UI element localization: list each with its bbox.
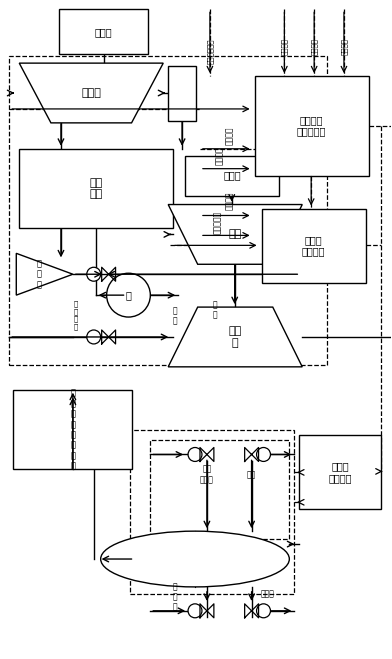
Bar <box>261 208 366 283</box>
Text: 凝
汽
器: 凝 汽 器 <box>36 260 42 289</box>
Text: 动力岛
子控制器: 动力岛 子控制器 <box>302 235 325 256</box>
Text: 模拟
石灰石: 模拟 石灰石 <box>200 465 214 484</box>
Text: 外部负荷指令: 外部负荷指令 <box>207 38 213 64</box>
Bar <box>168 66 196 121</box>
Text: 机前压力: 机前压力 <box>225 191 234 210</box>
Text: 能量平衡
协调控制器: 能量平衡 协调控制器 <box>297 115 327 136</box>
Bar <box>19 149 173 229</box>
Text: 排渣: 排渣 <box>247 470 256 479</box>
Circle shape <box>87 268 101 281</box>
Polygon shape <box>19 63 163 123</box>
Bar <box>131 430 294 594</box>
Bar <box>150 440 289 539</box>
Text: 设备表来: 设备表来 <box>215 146 224 165</box>
Circle shape <box>257 604 270 617</box>
Polygon shape <box>168 307 302 367</box>
Circle shape <box>87 330 101 344</box>
Bar <box>13 389 132 469</box>
Circle shape <box>188 447 202 461</box>
Text: 排
气: 排 气 <box>212 301 217 320</box>
Text: 煤气流量: 煤气流量 <box>281 38 288 55</box>
Ellipse shape <box>101 531 289 587</box>
Text: 工
业
气: 工 业 气 <box>173 582 178 612</box>
Text: 煤气流量: 煤气流量 <box>341 38 347 55</box>
Circle shape <box>257 447 270 461</box>
Text: 泵: 泵 <box>125 290 131 300</box>
Text: 气化岛
子控制器: 气化岛 子控制器 <box>328 461 352 482</box>
Circle shape <box>107 273 150 317</box>
Text: 压气
机: 压气 机 <box>229 326 242 348</box>
Text: 发电机: 发电机 <box>223 171 241 181</box>
Text: 汽轮机: 汽轮机 <box>81 88 101 98</box>
Text: 燃机: 燃机 <box>229 229 242 239</box>
Polygon shape <box>168 204 302 264</box>
Bar <box>185 156 279 196</box>
Text: 发电机: 发电机 <box>95 27 113 37</box>
Bar <box>9 56 327 365</box>
Text: 矿
石
给
煤
机
控
制
器: 矿 石 给 煤 机 控 制 器 <box>71 389 75 471</box>
Text: 出
气: 出 气 <box>173 306 178 326</box>
Circle shape <box>188 604 202 617</box>
Polygon shape <box>16 253 73 295</box>
Text: 二
氧
化
碳: 二 氧 化 碳 <box>74 301 78 330</box>
Bar <box>299 434 381 509</box>
Bar <box>254 76 369 176</box>
Text: 综合表来: 综合表来 <box>225 127 234 145</box>
Text: 余热
锅炉: 余热 锅炉 <box>90 178 103 200</box>
Text: 气化炉压力: 气化炉压力 <box>213 211 222 234</box>
Text: 充发功率: 充发功率 <box>311 38 318 55</box>
Text: 水蒸气: 水蒸气 <box>261 589 274 598</box>
Bar <box>59 9 148 54</box>
